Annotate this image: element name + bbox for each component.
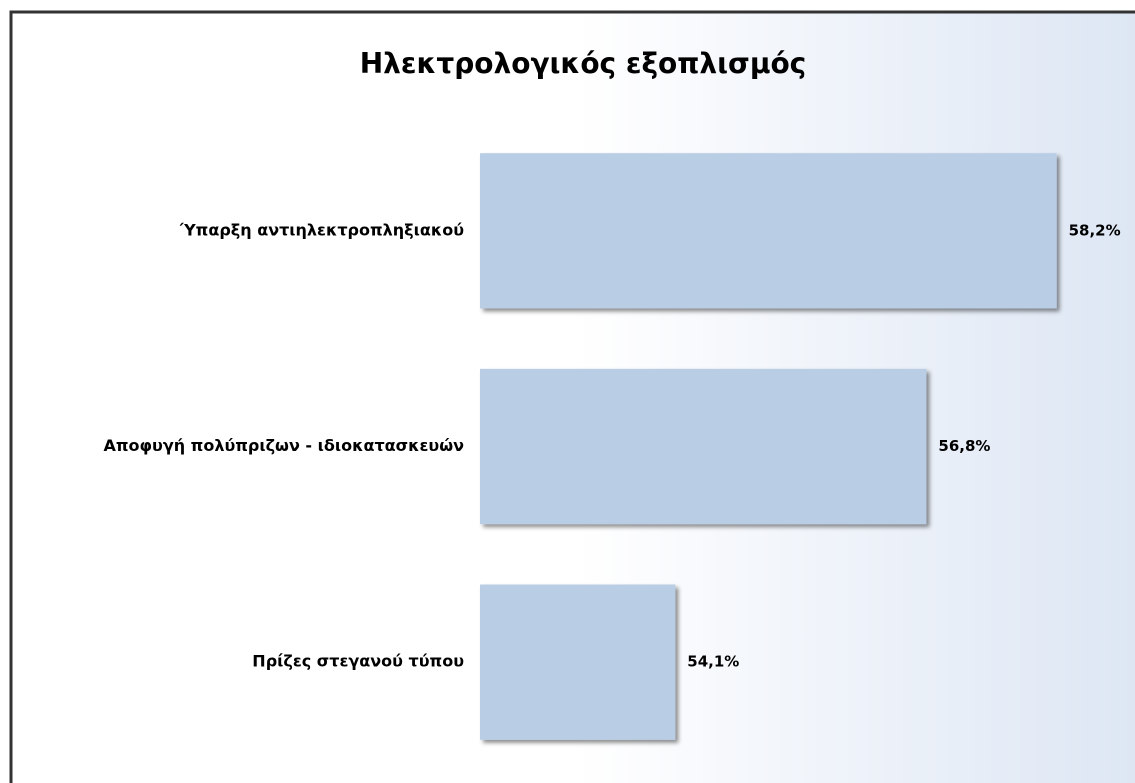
category-label: Πρίζες στεγανού τύπου bbox=[252, 652, 464, 671]
data-label: 54,1% bbox=[687, 653, 739, 671]
data-label: 58,2% bbox=[1069, 221, 1121, 239]
bar bbox=[480, 368, 927, 525]
bar bbox=[480, 153, 1057, 309]
category-label: Αποφυγή πολύπριζων - ιδιοκατασκευών bbox=[103, 436, 464, 455]
category-label: Ύπαρξη αντιηλεκτροπληξιακού bbox=[179, 220, 464, 239]
chart-title: Ηλεκτρολογικός εξοπλισμός bbox=[360, 47, 807, 80]
data-label: 56,8% bbox=[938, 437, 990, 455]
bar bbox=[480, 584, 676, 740]
